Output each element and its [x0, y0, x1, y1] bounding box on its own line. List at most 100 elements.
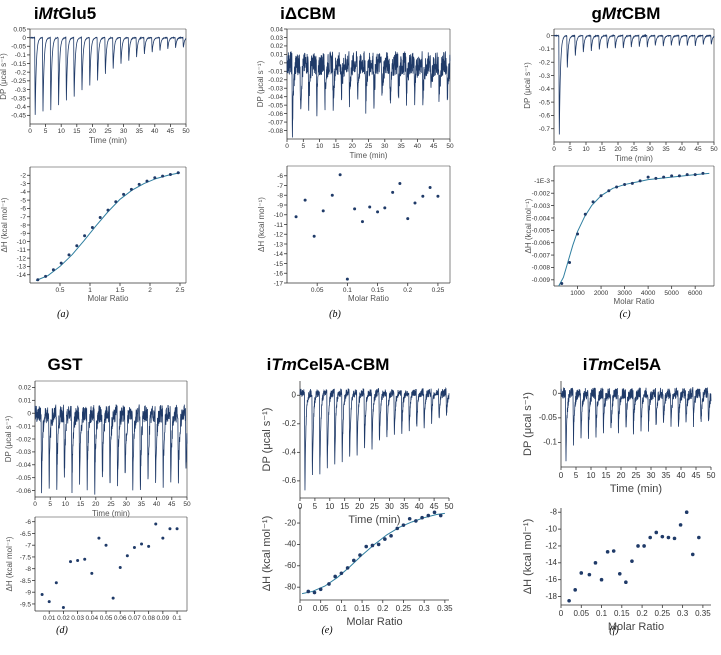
- thermogram-panel: 0 5 10 15 20 25 30 35 40 45 50 0 -0.1 -0.2 -0.3 -0.4 -0.…: [523, 28, 718, 163]
- panel-title-part: Glu5: [58, 4, 96, 23]
- x-tick-label: 25: [365, 143, 373, 150]
- y-tick-label: -0.004: [532, 215, 551, 222]
- data-point: [97, 536, 101, 540]
- isotherm-panel: 0.05 0.1 0.15 0.2 0.25 -6 -7 -8 -9 -10 -11 -12 -13 -1…: [257, 165, 451, 303]
- y-tick-label: -0.06: [16, 488, 31, 495]
- data-point: [40, 593, 44, 597]
- y-tick-label: -8: [25, 566, 31, 573]
- y-tick-label: -8: [277, 193, 283, 200]
- data-point: [684, 510, 689, 515]
- data-point: [607, 189, 611, 193]
- data-point: [306, 589, 311, 594]
- y-axis-label: ΔH (kcal mol⁻¹): [5, 536, 14, 591]
- y-tick-label: -0.008: [532, 265, 551, 272]
- y-tick-label: -0.02: [16, 436, 31, 443]
- y-tick-label: 0: [546, 33, 550, 40]
- x-tick-label: 15: [602, 471, 611, 480]
- y-tick-label: 0.01: [270, 52, 283, 59]
- data-point: [599, 577, 604, 582]
- isotherm-panel: 0.01 0.02 0.03 0.04 0.05 0.06 0.07 0.08 0.09 0.1 -…: [5, 516, 188, 622]
- x-axis-label: Time (min): [89, 136, 127, 145]
- y-axis-label: ΔH (kcal mol⁻¹): [524, 198, 533, 253]
- y-tick-label: -0.03: [268, 86, 283, 93]
- data-point: [330, 193, 334, 197]
- panel-title: gMtCBM: [592, 4, 661, 23]
- x-tick-label: 15: [77, 501, 85, 508]
- y-tick-label: -2: [20, 173, 26, 180]
- x-tick-label: 35: [400, 502, 409, 511]
- x-tick-label: 0.2: [403, 287, 412, 294]
- data-point: [567, 598, 571, 603]
- y-tick-label: -0.06: [268, 111, 283, 118]
- panel-title-part: g: [592, 4, 602, 23]
- x-axis-label: Molar Ratio: [348, 294, 389, 303]
- y-tick-label: -7: [277, 183, 283, 190]
- data-point: [660, 534, 665, 539]
- y-tick-label: -14: [545, 558, 557, 567]
- data-point: [125, 554, 129, 558]
- y-tick-label: -0.009: [532, 277, 551, 284]
- y-tick-label: -1E-3: [534, 178, 550, 185]
- x-tick-label: 5: [568, 146, 572, 153]
- data-point: [147, 544, 151, 548]
- data-point: [678, 523, 683, 527]
- x-tick-label: 1000: [570, 290, 585, 297]
- y-tick-label: -0.03: [16, 449, 31, 456]
- x-tick-label: 20: [349, 143, 357, 150]
- x-tick-label: 3000: [617, 290, 632, 297]
- y-axis-label: ΔH (kcal mol⁻¹): [522, 519, 534, 595]
- data-point: [318, 587, 323, 592]
- x-tick-label: 10: [325, 502, 334, 511]
- y-tick-label: 0.05: [13, 26, 26, 33]
- panel-title: iTmCel5A: [583, 355, 661, 374]
- x-tick-label: 2000: [594, 290, 609, 297]
- x-tick-label: 0.35: [695, 609, 711, 618]
- x-tick-label: 5: [44, 128, 48, 135]
- data-point: [54, 581, 58, 585]
- y-axis-label: DP (μcal s⁻¹): [0, 53, 8, 100]
- y-tick-label: -13: [17, 264, 27, 271]
- data-point: [370, 543, 375, 548]
- x-tick-label: 5: [313, 502, 318, 511]
- data-point: [168, 527, 172, 531]
- y-axis-label: DP (μcal s⁻¹): [522, 392, 534, 456]
- data-point: [438, 513, 443, 518]
- data-point: [75, 244, 79, 248]
- y-tick-label: -0.04: [16, 462, 31, 469]
- x-tick-label: 25: [107, 501, 115, 508]
- x-tick-label: 2: [148, 287, 152, 294]
- data-point: [666, 535, 671, 540]
- data-point: [623, 183, 627, 187]
- data-point: [624, 580, 628, 585]
- panel-title: iMtGlu5: [34, 4, 96, 23]
- x-tick-label: 40: [677, 471, 686, 480]
- x-tick-label: 5: [301, 143, 305, 150]
- data-point: [137, 182, 141, 186]
- data-point: [407, 516, 412, 521]
- data-point: [391, 190, 395, 194]
- x-tick-label: 0.2: [377, 604, 389, 613]
- y-tick-label: -0.6: [282, 476, 296, 485]
- y-tick-label: -11: [17, 247, 26, 254]
- y-tick-label: -60: [284, 561, 296, 570]
- x-tick-label: 0.15: [354, 604, 370, 613]
- y-tick-label: -0.5: [539, 99, 551, 106]
- x-tick-label: 30: [646, 146, 654, 153]
- panel-e: iTmCel5A-CBM (e): [267, 355, 390, 636]
- y-tick-label: -14: [17, 272, 27, 279]
- data-point: [591, 200, 595, 204]
- x-tick-label: 35: [138, 501, 146, 508]
- x-tick-label: 45: [430, 502, 439, 511]
- y-tick-label: -0.003: [532, 203, 551, 210]
- y-tick-label: -0.3: [539, 73, 551, 80]
- y-tick-label: -0.002: [532, 191, 551, 198]
- y-tick-label: -0.1: [543, 438, 557, 447]
- y-tick-label: -0.2: [15, 69, 27, 76]
- panel-title-part: Tm: [271, 355, 297, 374]
- y-tick-label: -0.02: [268, 77, 283, 84]
- y-axis-label: ΔH (kcal mol⁻¹): [257, 197, 266, 252]
- x-axis-label: Molar Ratio: [608, 621, 664, 633]
- x-tick-label: 50: [710, 146, 718, 153]
- x-tick-label: 0: [285, 143, 289, 150]
- x-tick-label: 5000: [664, 290, 679, 297]
